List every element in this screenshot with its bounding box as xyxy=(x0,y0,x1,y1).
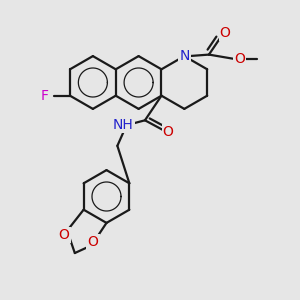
Text: O: O xyxy=(220,26,231,40)
Text: N: N xyxy=(179,49,190,63)
Text: O: O xyxy=(163,125,173,139)
Text: F: F xyxy=(40,89,49,103)
Text: NH: NH xyxy=(113,118,134,132)
Text: O: O xyxy=(59,228,70,242)
Text: O: O xyxy=(234,52,245,66)
Text: O: O xyxy=(88,236,98,249)
